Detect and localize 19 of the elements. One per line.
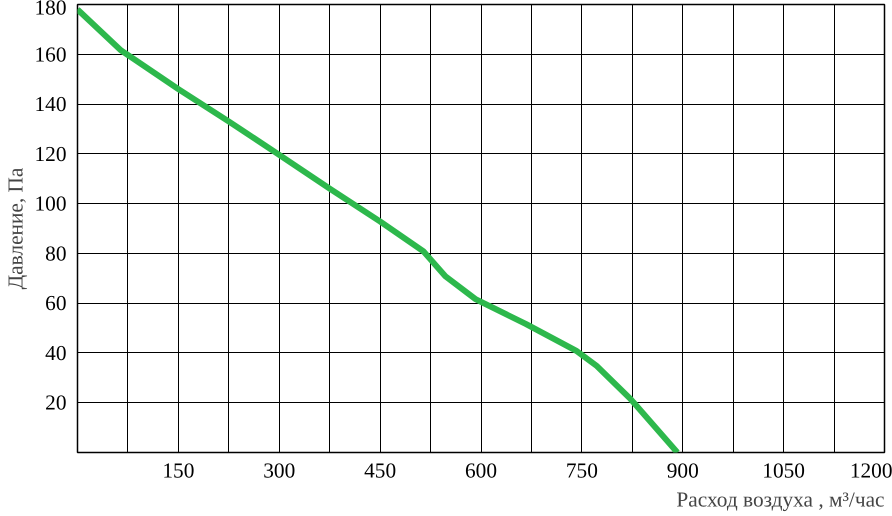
y-axis-title: Давление, Па	[4, 167, 28, 290]
y-tick-label: 20	[45, 390, 66, 415]
y-tick-label: 80	[45, 241, 66, 266]
y-tick-label: 40	[45, 340, 66, 365]
x-tick-label: 1200	[850, 458, 892, 482]
x-tick-label: 600	[465, 458, 498, 482]
x-tick-label: 750	[566, 458, 598, 482]
x-tick-label: 150	[162, 458, 194, 482]
x-tick-label: 1050	[762, 458, 805, 482]
y-tick-label: 100	[34, 192, 67, 216]
x-tick-label: 450	[364, 458, 396, 482]
y-tick-label: 160	[34, 42, 67, 66]
x-axis-title: Расход воздуха , м³/час	[676, 488, 885, 512]
y-tick-label: 60	[45, 291, 66, 316]
y-tick-label: 180	[34, 0, 67, 20]
x-tick-label: 300	[263, 458, 296, 482]
y-tick-label: 140	[34, 92, 67, 116]
y-tick-label: 120	[34, 142, 67, 166]
x-tick-label: 900	[666, 458, 699, 482]
